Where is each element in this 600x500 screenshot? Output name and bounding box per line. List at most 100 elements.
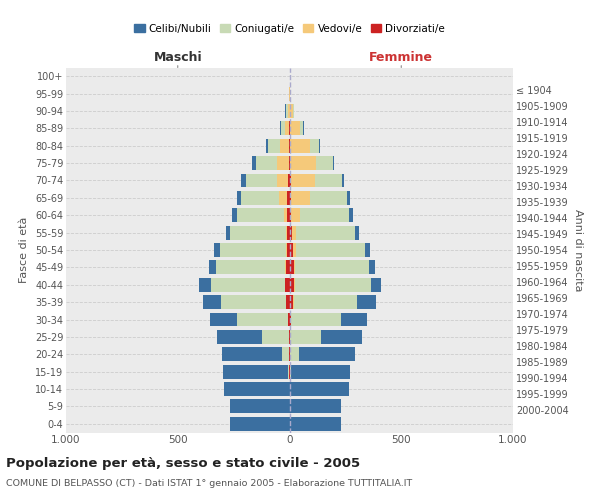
Bar <box>268 139 290 152</box>
Bar <box>290 174 344 188</box>
Bar <box>280 122 290 136</box>
Bar <box>286 260 290 274</box>
Bar <box>256 156 290 170</box>
Bar <box>221 295 290 309</box>
Bar <box>290 122 304 136</box>
Bar <box>290 208 353 222</box>
Bar <box>290 104 293 118</box>
Text: Femmine: Femmine <box>369 51 433 64</box>
Bar <box>290 243 296 257</box>
Bar <box>290 208 291 222</box>
Bar <box>290 208 300 222</box>
Bar <box>241 174 290 188</box>
Bar <box>290 278 371 291</box>
Bar <box>290 312 341 326</box>
Bar <box>287 226 290 239</box>
Text: COMUNE DI BELPASSO (CT) - Dati ISTAT 1° gennaio 2005 - Elaborazione TUTTITALIA.I: COMUNE DI BELPASSO (CT) - Dati ISTAT 1° … <box>6 479 412 488</box>
Bar <box>214 243 290 257</box>
Bar <box>290 417 341 431</box>
Bar <box>290 226 359 239</box>
Bar <box>283 348 290 361</box>
Bar <box>290 382 349 396</box>
Y-axis label: Fasce di età: Fasce di età <box>19 217 29 283</box>
Bar <box>290 260 369 274</box>
Bar <box>289 312 290 326</box>
Bar <box>289 86 290 101</box>
Bar <box>290 243 293 257</box>
Bar <box>246 174 290 188</box>
Bar <box>290 260 293 274</box>
Bar <box>290 330 320 344</box>
Bar <box>232 208 290 222</box>
Bar <box>277 174 290 188</box>
Bar <box>290 330 362 344</box>
Bar <box>290 312 291 326</box>
Y-axis label: Anni di nascita: Anni di nascita <box>572 209 583 291</box>
Bar <box>290 191 291 205</box>
Bar <box>237 208 290 222</box>
Bar <box>288 364 290 378</box>
Bar <box>290 139 319 152</box>
Bar <box>290 156 334 170</box>
Bar <box>203 295 290 309</box>
Bar <box>266 139 290 152</box>
Bar <box>285 278 290 291</box>
Bar <box>286 295 290 309</box>
Bar <box>290 104 294 118</box>
Bar <box>290 122 303 136</box>
Bar <box>290 312 367 326</box>
Bar <box>289 330 290 344</box>
Bar <box>290 174 315 188</box>
Text: Popolazione per età, sesso e stato civile - 2005: Popolazione per età, sesso e stato civil… <box>6 458 360 470</box>
Bar <box>290 191 350 205</box>
Bar <box>290 226 296 239</box>
Bar <box>289 174 290 188</box>
Bar <box>230 226 290 239</box>
Bar <box>290 260 295 274</box>
Bar <box>290 191 310 205</box>
Bar <box>289 86 290 101</box>
Bar <box>290 156 332 170</box>
Bar <box>288 312 290 326</box>
Bar <box>290 226 292 239</box>
Bar <box>285 122 290 136</box>
Bar <box>286 104 290 118</box>
Bar <box>290 139 320 152</box>
Bar <box>290 400 341 413</box>
Bar <box>290 348 299 361</box>
Bar <box>277 156 290 170</box>
Bar <box>290 260 376 274</box>
Bar <box>290 243 370 257</box>
Bar <box>286 243 290 257</box>
Bar <box>290 295 357 309</box>
Bar <box>284 278 290 291</box>
Bar <box>290 364 350 378</box>
Bar <box>290 156 316 170</box>
Bar <box>290 278 294 291</box>
Bar <box>280 139 290 152</box>
Bar <box>211 278 290 291</box>
Bar <box>284 208 290 222</box>
Bar <box>226 226 290 239</box>
Bar <box>241 191 290 205</box>
Bar <box>217 330 290 344</box>
Bar <box>286 295 290 309</box>
Bar <box>290 139 310 152</box>
Bar <box>287 243 290 257</box>
Bar <box>238 191 290 205</box>
Text: Maschi: Maschi <box>154 51 202 64</box>
Bar <box>230 400 290 413</box>
Bar <box>237 312 290 326</box>
Bar <box>290 226 355 239</box>
Bar <box>209 260 290 274</box>
Bar <box>262 330 290 344</box>
Bar <box>290 295 293 309</box>
Bar <box>210 312 290 326</box>
Bar <box>224 382 290 396</box>
Bar <box>288 104 290 118</box>
Bar <box>280 191 290 205</box>
Bar <box>230 417 290 431</box>
Bar <box>223 364 290 378</box>
Bar <box>286 260 290 274</box>
Bar <box>222 348 290 361</box>
